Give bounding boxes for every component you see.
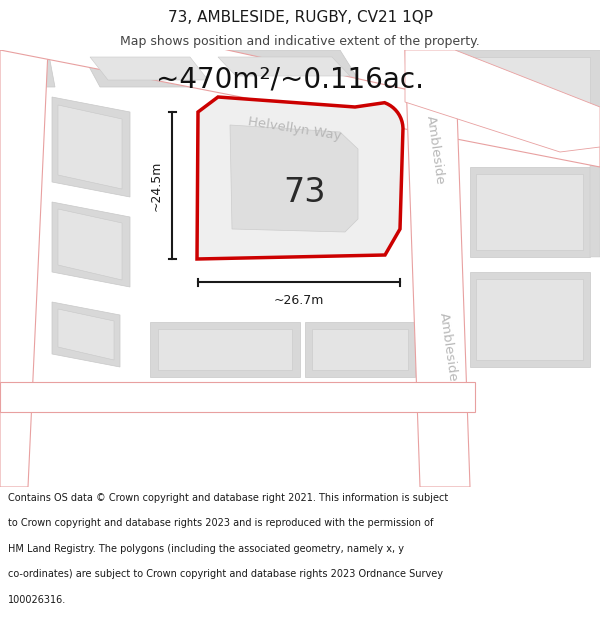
Polygon shape xyxy=(590,137,600,257)
Polygon shape xyxy=(312,329,408,370)
Polygon shape xyxy=(462,57,590,119)
Polygon shape xyxy=(0,50,48,487)
Text: Contains OS data © Crown copyright and database right 2021. This information is : Contains OS data © Crown copyright and d… xyxy=(8,492,448,502)
Polygon shape xyxy=(470,272,590,367)
Polygon shape xyxy=(405,50,470,487)
Polygon shape xyxy=(150,322,300,377)
Polygon shape xyxy=(476,174,583,250)
Text: 73, AMBLESIDE, RUGBY, CV21 1QP: 73, AMBLESIDE, RUGBY, CV21 1QP xyxy=(167,10,433,25)
Polygon shape xyxy=(218,57,350,76)
Text: Map shows position and indicative extent of the property.: Map shows position and indicative extent… xyxy=(120,35,480,48)
Text: Ambleside: Ambleside xyxy=(437,311,459,382)
Polygon shape xyxy=(0,0,600,167)
Polygon shape xyxy=(197,97,403,259)
Polygon shape xyxy=(58,309,114,360)
Text: HM Land Registry. The polygons (including the associated geometry, namely x, y: HM Land Registry. The polygons (includin… xyxy=(8,544,404,554)
Polygon shape xyxy=(52,97,130,197)
Text: ~26.7m: ~26.7m xyxy=(274,294,324,306)
Text: ~470m²/~0.116ac.: ~470m²/~0.116ac. xyxy=(156,65,424,93)
Polygon shape xyxy=(80,50,220,87)
Polygon shape xyxy=(58,209,122,280)
Text: 100026316.: 100026316. xyxy=(8,594,66,604)
Text: to Crown copyright and database rights 2023 and is reproduced with the permissio: to Crown copyright and database rights 2… xyxy=(8,518,433,528)
Polygon shape xyxy=(52,202,130,287)
Polygon shape xyxy=(476,279,583,360)
Polygon shape xyxy=(52,302,120,367)
Polygon shape xyxy=(230,125,358,232)
Polygon shape xyxy=(210,50,360,82)
Polygon shape xyxy=(305,322,415,377)
Polygon shape xyxy=(158,329,292,370)
Text: Ambleside: Ambleside xyxy=(424,114,446,186)
Polygon shape xyxy=(455,50,600,127)
Polygon shape xyxy=(0,50,55,87)
Text: 73: 73 xyxy=(284,176,326,209)
Polygon shape xyxy=(58,105,122,189)
Text: ~24.5m: ~24.5m xyxy=(149,160,163,211)
Polygon shape xyxy=(90,57,208,80)
Text: Helvellyn Way: Helvellyn Way xyxy=(247,115,343,142)
Text: co-ordinates) are subject to Crown copyright and database rights 2023 Ordnance S: co-ordinates) are subject to Crown copyr… xyxy=(8,569,443,579)
Polygon shape xyxy=(470,167,590,257)
Polygon shape xyxy=(405,50,600,152)
Polygon shape xyxy=(0,382,475,412)
